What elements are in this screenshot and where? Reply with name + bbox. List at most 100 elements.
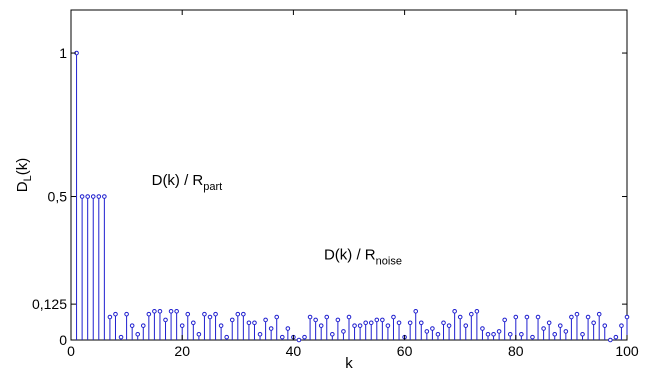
x-tick-label: 20 — [174, 343, 190, 359]
stem-marker — [196, 331, 202, 337]
stem-marker — [163, 317, 168, 323]
stem-marker — [330, 331, 335, 337]
x-tick-label: 100 — [615, 343, 639, 359]
stem-marker — [202, 311, 207, 317]
stem-marker — [318, 323, 324, 328]
stem-marker — [624, 314, 630, 320]
stem-marker — [557, 323, 563, 328]
stem-marker — [268, 326, 274, 331]
stem-marker — [274, 314, 280, 320]
stem-marker — [608, 337, 613, 343]
stem-marker — [552, 331, 558, 337]
stem-marker — [591, 320, 596, 326]
stem-marker — [179, 323, 185, 328]
stem-marker — [257, 331, 263, 337]
annotation: D(k) / Rpart — [152, 172, 223, 193]
stem-marker — [474, 309, 480, 314]
stem-marker — [357, 323, 363, 328]
stem-marker — [124, 311, 129, 317]
stem-marker — [491, 331, 496, 337]
y-axis-label-sub: L — [22, 175, 34, 181]
stem-marker — [252, 320, 257, 326]
stem-marker — [535, 314, 541, 320]
stem-marker — [602, 323, 608, 328]
stem-marker — [619, 323, 624, 328]
stem-marker — [446, 323, 452, 328]
stem-marker — [296, 337, 302, 343]
stem-marker — [140, 323, 146, 328]
y-tick-label: 1 — [59, 45, 67, 61]
stem-marker — [307, 314, 313, 320]
stem-marker — [396, 320, 402, 326]
stem-marker — [341, 329, 346, 334]
ticks-group: 0 20 40 60 80 100 0 0,125 0,5 1 — [32, 10, 639, 359]
stem-marker — [380, 317, 385, 323]
stem-marker — [113, 311, 118, 317]
stem-marker — [157, 309, 163, 314]
stem-marker — [452, 309, 457, 314]
x-tick-label: 80 — [508, 343, 524, 359]
stem-marker — [213, 311, 218, 317]
y-axis-label-main: D — [14, 181, 31, 192]
stem-marker — [279, 334, 285, 340]
stem-marker — [107, 314, 113, 320]
stem-marker — [135, 331, 141, 337]
stem-marker — [519, 331, 524, 337]
stem-marker — [313, 317, 318, 323]
stem-marker — [174, 309, 179, 314]
stem-marker — [102, 194, 107, 199]
stem-marker — [79, 194, 85, 199]
y-tick-label: 0,5 — [48, 189, 68, 205]
stem-marker — [541, 326, 546, 331]
stem-marker — [235, 311, 241, 317]
stem-marker — [90, 194, 96, 199]
stem-marker — [302, 334, 307, 340]
stem-marker — [191, 320, 196, 326]
stem-marker — [574, 311, 580, 317]
stem-marker — [441, 320, 446, 326]
stem-marker — [85, 194, 90, 199]
stem-marker — [569, 314, 574, 320]
stem-marker — [513, 314, 519, 320]
plot-area-frame — [70, 9, 628, 341]
stems-group — [74, 50, 630, 343]
stem-marker — [207, 314, 213, 320]
stem-marker — [457, 314, 463, 320]
stem-marker — [335, 317, 341, 323]
stem-marker — [285, 326, 291, 331]
stem-marker — [424, 329, 430, 334]
stem-marker — [407, 320, 413, 326]
stem-marker — [580, 331, 585, 337]
stem-marker — [385, 323, 391, 328]
y-axis-label-tail: (k) — [14, 158, 31, 176]
stem-marker — [418, 320, 424, 326]
stem-marker — [129, 323, 135, 328]
y-axis-label: DL(k) — [14, 158, 34, 192]
x-tick-label: 0 — [67, 343, 75, 359]
stem-marker — [546, 320, 552, 326]
stem-marker — [463, 323, 469, 328]
stem-marker — [346, 314, 352, 320]
stem-marker — [563, 329, 569, 334]
x-tick-label: 60 — [397, 343, 413, 359]
stem-marker — [185, 311, 191, 317]
stem-marker — [596, 311, 602, 317]
stem-marker — [480, 326, 485, 331]
x-axis-label: k — [345, 355, 353, 370]
stem-marker — [613, 334, 619, 340]
stem-marker — [524, 314, 530, 320]
stem-marker — [246, 320, 252, 326]
stem-marker — [363, 320, 368, 326]
annotations-group: D(k) / Rpart D(k) / Rnoise — [152, 172, 402, 268]
stem-marker — [507, 331, 513, 337]
annotation: D(k) / Rnoise — [324, 247, 402, 268]
stem-marker — [391, 314, 396, 320]
stem-marker — [241, 311, 246, 317]
stem-marker — [96, 194, 102, 199]
stem-marker — [224, 334, 229, 340]
stem-marker — [152, 309, 157, 314]
stem-marker — [118, 334, 124, 340]
stem-marker — [435, 331, 441, 337]
y-tick-label: 0,125 — [32, 296, 67, 312]
